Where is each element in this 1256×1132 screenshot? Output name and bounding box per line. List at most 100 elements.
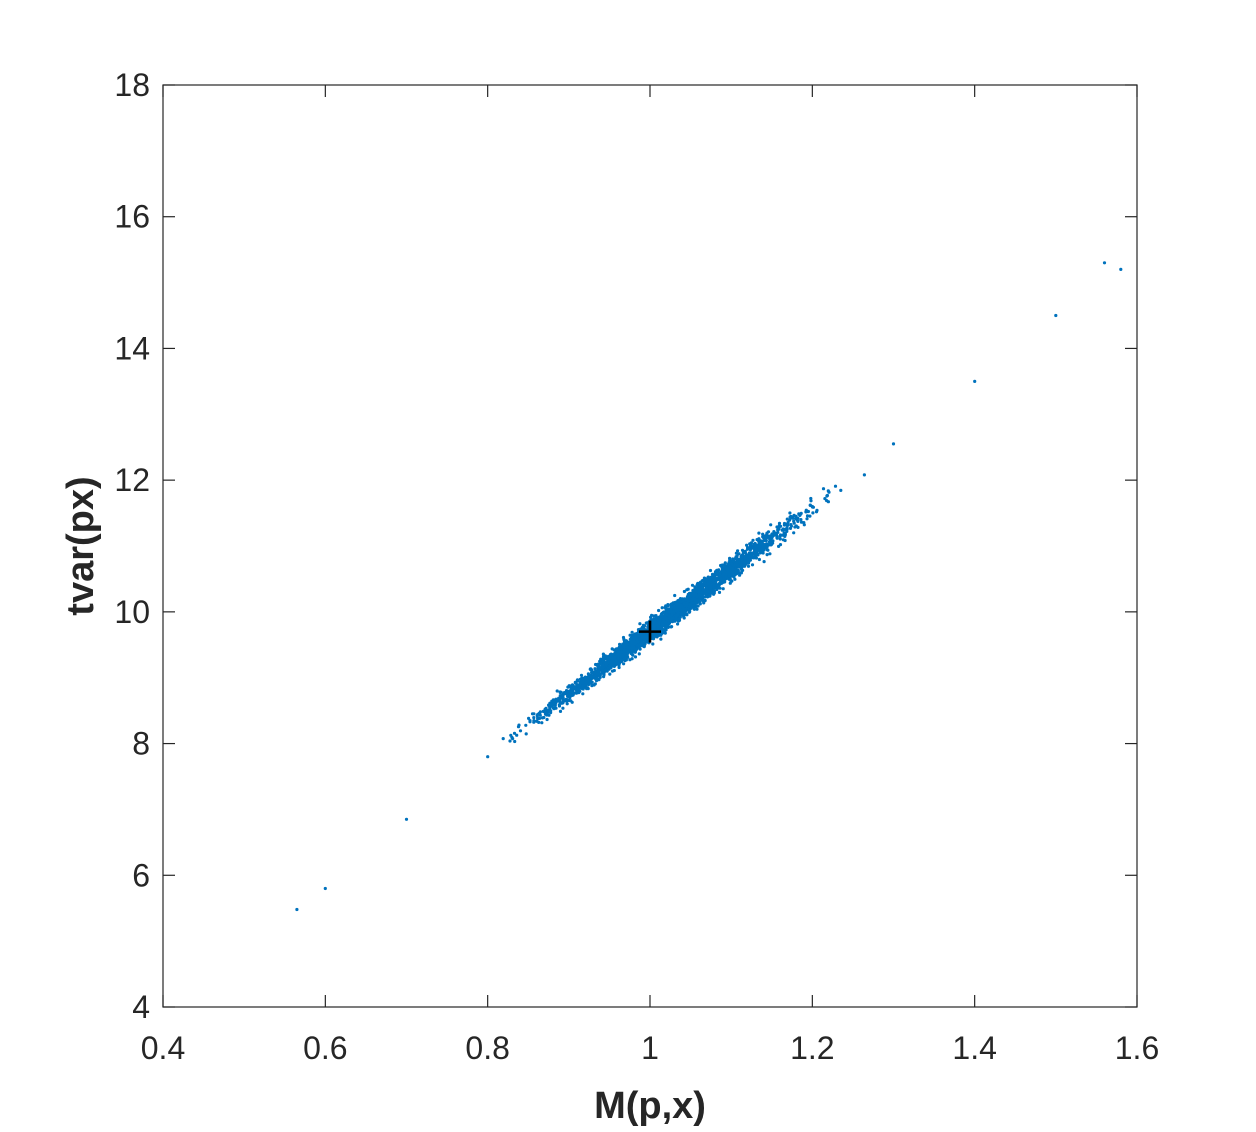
scatter-point bbox=[601, 663, 605, 667]
scatter-point bbox=[827, 490, 831, 494]
scatter-point bbox=[542, 715, 546, 720]
scatter-point bbox=[757, 537, 761, 541]
scatter-point bbox=[653, 624, 657, 629]
scatter-point bbox=[781, 538, 786, 542]
scatter-point bbox=[600, 659, 604, 663]
scatter-point bbox=[644, 621, 648, 625]
scatter-point bbox=[569, 699, 573, 703]
scatter-point bbox=[736, 552, 740, 556]
scatter-point bbox=[782, 531, 786, 535]
scatter-point bbox=[586, 675, 590, 679]
scatter-point bbox=[805, 514, 810, 518]
scatter-point bbox=[726, 563, 730, 567]
scatter-point bbox=[686, 587, 690, 591]
scatter-point bbox=[323, 886, 327, 891]
scatter-point bbox=[681, 609, 685, 613]
scatter-point bbox=[753, 541, 757, 546]
scatter-point bbox=[775, 525, 779, 529]
scatter-point bbox=[809, 499, 813, 503]
scatter-point bbox=[590, 669, 594, 673]
scatter-point bbox=[630, 646, 634, 650]
scatter-point bbox=[575, 684, 579, 688]
scatter-point bbox=[738, 573, 742, 577]
scatter-point bbox=[669, 605, 673, 609]
scatter-point bbox=[862, 473, 867, 477]
y-tick-label: 14 bbox=[114, 330, 150, 366]
scatter-point bbox=[547, 713, 551, 717]
scatter-point bbox=[558, 690, 562, 694]
scatter-point bbox=[811, 511, 815, 515]
scatter-point bbox=[689, 591, 693, 595]
scatter-point bbox=[527, 716, 531, 721]
scatter-point bbox=[512, 731, 517, 735]
scatter-point bbox=[694, 600, 698, 605]
scatter-point bbox=[1054, 313, 1058, 318]
scatter-point bbox=[565, 690, 569, 694]
scatter-point bbox=[607, 656, 611, 660]
scatter-point bbox=[650, 632, 654, 637]
scatter-point bbox=[689, 594, 693, 598]
scatter-point bbox=[833, 484, 838, 488]
scatter-point bbox=[739, 571, 744, 575]
scatter-point bbox=[727, 574, 731, 578]
scatter-point bbox=[681, 597, 685, 601]
scatter-point bbox=[614, 658, 619, 663]
scatter-point bbox=[761, 532, 765, 536]
scatter-point bbox=[595, 672, 599, 676]
scatter-point bbox=[665, 617, 669, 622]
scatter-point bbox=[628, 633, 632, 637]
scatter-point bbox=[750, 553, 754, 557]
scatter-point bbox=[630, 630, 634, 634]
scatter-point bbox=[615, 652, 620, 656]
scatter-point bbox=[653, 627, 657, 631]
scatter-point bbox=[532, 716, 536, 720]
scatter-point bbox=[586, 672, 591, 676]
scatter-point bbox=[705, 582, 709, 586]
scatter-point bbox=[772, 531, 776, 536]
scatter-point bbox=[538, 716, 542, 721]
scatter-point bbox=[805, 517, 809, 521]
scatter-point bbox=[697, 590, 701, 594]
scatter-point bbox=[741, 568, 745, 572]
scatter-point bbox=[718, 573, 722, 577]
reference-marker bbox=[639, 620, 661, 643]
scatter-point bbox=[593, 676, 597, 680]
scatter-point bbox=[538, 713, 542, 717]
scatter-point bbox=[661, 620, 665, 624]
scatter-point bbox=[636, 634, 641, 638]
scatter-point bbox=[839, 488, 843, 492]
scatter-point bbox=[642, 644, 646, 648]
scatter-point bbox=[781, 533, 785, 537]
scatter-point bbox=[608, 672, 612, 676]
scatter-point bbox=[676, 618, 680, 622]
scatter-point bbox=[776, 530, 780, 535]
scatter-point bbox=[804, 510, 808, 514]
scatter-point bbox=[667, 614, 671, 618]
scatter-point bbox=[709, 586, 713, 590]
scatter-point bbox=[809, 496, 813, 501]
x-tick-label: 1.6 bbox=[1115, 1030, 1159, 1066]
scatter-point bbox=[670, 625, 674, 629]
scatter-point bbox=[751, 538, 755, 542]
scatter-point bbox=[743, 551, 747, 555]
scatter-point bbox=[734, 569, 738, 573]
scatter-point bbox=[705, 586, 709, 590]
scatter-point bbox=[973, 379, 977, 383]
scatter-point bbox=[715, 578, 719, 582]
scatter-point bbox=[754, 547, 758, 552]
scatter-points bbox=[295, 261, 1123, 912]
scatter-point bbox=[723, 561, 727, 565]
scatter-point bbox=[581, 678, 585, 682]
scatter-point bbox=[616, 661, 620, 665]
scatter-point bbox=[825, 494, 829, 498]
scatter-point bbox=[746, 558, 750, 563]
scatter-point bbox=[515, 733, 519, 737]
scatter-point bbox=[777, 544, 781, 549]
scatter-point bbox=[584, 675, 588, 680]
scatter-point bbox=[543, 707, 547, 711]
scatter-point bbox=[776, 528, 780, 532]
y-tick-label: 16 bbox=[114, 199, 150, 235]
scatter-point bbox=[712, 589, 717, 593]
scatter-point bbox=[640, 635, 645, 639]
scatter-point bbox=[740, 556, 744, 560]
